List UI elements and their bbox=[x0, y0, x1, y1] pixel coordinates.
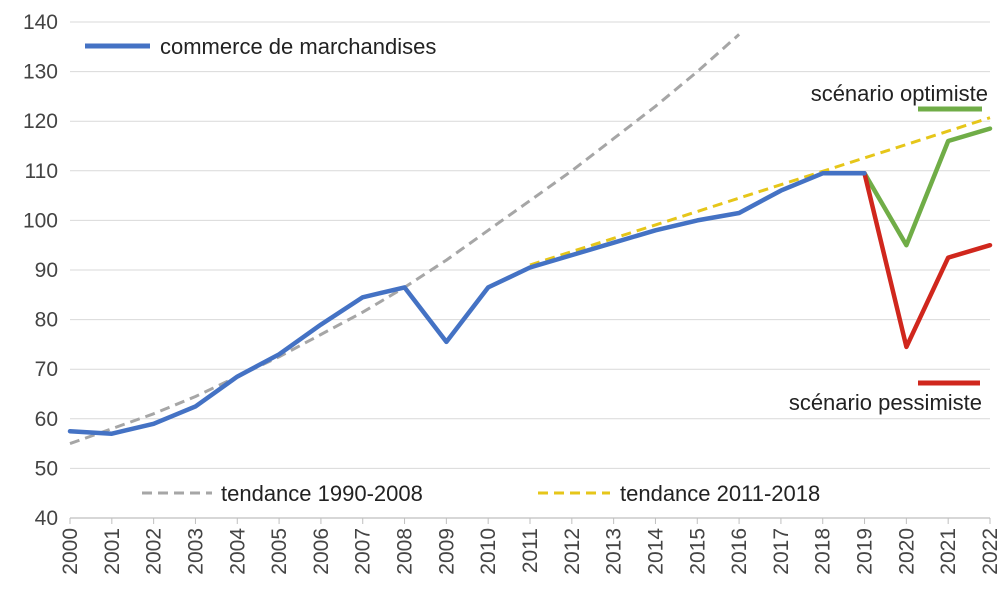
x-tick-label-2008: 2008 bbox=[394, 528, 417, 575]
y-tick-label-60: 60 bbox=[35, 408, 58, 431]
x-tick-label-2015: 2015 bbox=[686, 528, 709, 575]
y-tick-label-70: 70 bbox=[35, 358, 58, 381]
series-line-scenario-pessimiste bbox=[862, 171, 993, 350]
legend-pessimiste: scénario pessimiste bbox=[789, 380, 982, 415]
y-tick-label-120: 120 bbox=[23, 110, 58, 133]
x-tick-label-2019: 2019 bbox=[854, 528, 877, 575]
legend-tendance-1990: tendance 1990-2008 bbox=[142, 481, 423, 506]
y-tick-label-100: 100 bbox=[23, 209, 58, 232]
x-tick-label-2011: 2011 bbox=[519, 528, 542, 573]
y-axis-ticks: 40 50 60 70 80 90 100 110 120 130 140 bbox=[23, 11, 58, 530]
y-tick-label-140: 140 bbox=[23, 11, 58, 34]
series-line-scenario-optimiste bbox=[862, 126, 993, 248]
x-tick-label-2000: 2000 bbox=[59, 528, 82, 575]
x-tick-label-2020: 2020 bbox=[895, 528, 918, 575]
x-axis-ticks: 2000 2001 2002 2003 2004 2005 2006 2007 2008 2009… bbox=[59, 518, 1002, 575]
x-tick-label-2014: 2014 bbox=[644, 528, 667, 575]
x-tick-label-2016: 2016 bbox=[728, 528, 751, 575]
x-tick-label-2013: 2013 bbox=[603, 528, 626, 575]
y-tick-label-50: 50 bbox=[35, 457, 58, 480]
series-line-commerce-de-marchandises bbox=[67, 171, 867, 436]
y-tick-label-40: 40 bbox=[35, 507, 58, 530]
y-tick-label-80: 80 bbox=[35, 309, 58, 332]
x-tick-label-2001: 2001 bbox=[101, 528, 124, 575]
x-tick-label-2012: 2012 bbox=[561, 528, 584, 575]
y-tick-label-90: 90 bbox=[35, 259, 58, 282]
x-tick-label-2010: 2010 bbox=[477, 528, 500, 575]
x-tick-label-2018: 2018 bbox=[812, 528, 835, 575]
x-tick-label-2009: 2009 bbox=[435, 528, 458, 575]
x-tick-label-2007: 2007 bbox=[352, 528, 375, 575]
x-tick-label-2005: 2005 bbox=[268, 528, 291, 575]
legend-commerce: commerce de marchandises bbox=[85, 34, 436, 59]
x-tick-label-2021: 2021 bbox=[937, 528, 960, 575]
legend-label-tendance-1990: tendance 1990-2008 bbox=[221, 481, 423, 506]
x-tick-label-2017: 2017 bbox=[770, 528, 793, 575]
legend-label-optimiste: scénario optimiste bbox=[811, 81, 988, 106]
legend-label-pessimiste: scénario pessimiste bbox=[789, 390, 982, 415]
series-line-tendance-2011-2018 bbox=[529, 116, 991, 267]
y-tick-label-110: 110 bbox=[25, 160, 58, 183]
x-tick-label-2006: 2006 bbox=[310, 528, 333, 575]
legend-tendance-2011: tendance 2011-2018 bbox=[538, 481, 820, 506]
x-tick-label-2003: 2003 bbox=[184, 528, 207, 575]
series-lines bbox=[67, 33, 993, 446]
y-tick-label-130: 130 bbox=[23, 61, 58, 84]
legend-label-commerce: commerce de marchandises bbox=[160, 34, 436, 59]
gridlines bbox=[70, 21, 990, 519]
legend-optimiste: scénario optimiste bbox=[811, 81, 988, 112]
x-tick-label-2002: 2002 bbox=[143, 528, 166, 575]
x-tick-label-2022: 2022 bbox=[979, 528, 1002, 575]
legend-label-tendance-2011: tendance 2011-2018 bbox=[620, 481, 820, 506]
x-tick-label-2004: 2004 bbox=[226, 528, 249, 575]
